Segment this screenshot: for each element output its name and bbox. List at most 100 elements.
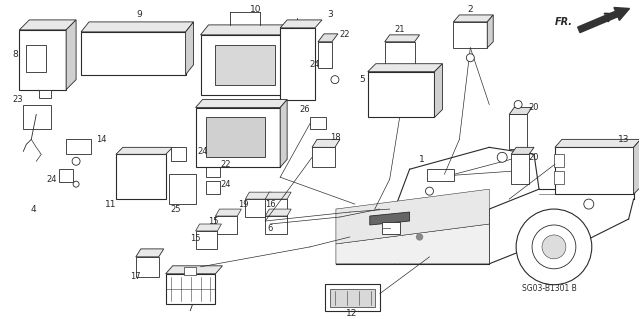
Text: 7: 7 [188, 304, 193, 313]
Polygon shape [196, 224, 221, 231]
Polygon shape [136, 249, 164, 257]
Text: 3: 3 [327, 11, 333, 19]
Text: 19: 19 [238, 200, 248, 209]
Text: 22: 22 [340, 30, 350, 39]
Circle shape [73, 181, 79, 187]
Text: SG03-B1301 B: SG03-B1301 B [522, 284, 577, 293]
Text: 20: 20 [529, 153, 540, 162]
Polygon shape [205, 117, 265, 157]
Circle shape [516, 209, 592, 285]
Polygon shape [66, 139, 91, 154]
Circle shape [467, 54, 474, 62]
Polygon shape [166, 266, 223, 274]
Polygon shape [509, 115, 527, 149]
Polygon shape [265, 192, 291, 199]
Text: 18: 18 [330, 133, 340, 142]
Polygon shape [555, 147, 634, 194]
Polygon shape [426, 169, 454, 181]
Circle shape [331, 76, 339, 84]
Polygon shape [216, 45, 275, 85]
Polygon shape [196, 108, 280, 167]
Polygon shape [116, 154, 166, 199]
Text: 10: 10 [250, 5, 261, 14]
Polygon shape [453, 22, 487, 48]
Polygon shape [205, 181, 220, 194]
Polygon shape [196, 100, 287, 108]
Polygon shape [435, 64, 442, 117]
Polygon shape [166, 274, 216, 304]
Polygon shape [336, 224, 489, 264]
Text: 24: 24 [310, 60, 320, 69]
Polygon shape [385, 35, 420, 42]
Polygon shape [265, 209, 291, 216]
Polygon shape [216, 216, 237, 234]
Polygon shape [453, 15, 493, 22]
Polygon shape [312, 139, 340, 147]
Text: 24: 24 [197, 147, 208, 156]
Polygon shape [368, 72, 435, 117]
Text: 8: 8 [13, 50, 18, 59]
Text: 11: 11 [105, 200, 116, 209]
Polygon shape [66, 20, 76, 90]
Text: 15: 15 [208, 217, 219, 226]
Polygon shape [205, 164, 220, 177]
Polygon shape [487, 15, 493, 48]
Polygon shape [171, 147, 186, 161]
Polygon shape [312, 147, 335, 167]
Polygon shape [511, 147, 534, 154]
Circle shape [72, 157, 80, 165]
Text: 12: 12 [346, 309, 358, 318]
Polygon shape [318, 34, 338, 42]
Text: 23: 23 [12, 95, 22, 104]
Polygon shape [136, 257, 159, 277]
Text: 24: 24 [46, 175, 56, 184]
Polygon shape [23, 105, 51, 130]
Polygon shape [186, 22, 193, 75]
Polygon shape [634, 139, 640, 194]
Circle shape [426, 187, 433, 195]
Polygon shape [310, 117, 326, 130]
Polygon shape [285, 25, 293, 94]
Polygon shape [368, 64, 442, 72]
Polygon shape [245, 199, 268, 217]
Bar [381, 222, 399, 234]
Polygon shape [393, 68, 402, 76]
Polygon shape [169, 174, 196, 204]
Text: 16: 16 [265, 200, 276, 209]
Text: 4: 4 [31, 204, 36, 213]
Polygon shape [245, 192, 271, 199]
FancyArrow shape [578, 8, 630, 33]
Polygon shape [265, 216, 287, 234]
Text: 13: 13 [618, 135, 629, 144]
Text: 6: 6 [268, 225, 273, 234]
Text: 1: 1 [419, 155, 424, 164]
Circle shape [542, 235, 566, 259]
Text: 20: 20 [529, 103, 540, 112]
Polygon shape [59, 169, 73, 182]
Polygon shape [555, 139, 640, 147]
Polygon shape [19, 30, 66, 90]
Text: 25: 25 [170, 204, 181, 213]
Polygon shape [280, 100, 287, 167]
Polygon shape [509, 108, 532, 115]
Text: 14: 14 [96, 135, 106, 144]
Polygon shape [554, 154, 564, 167]
Circle shape [497, 152, 507, 162]
Polygon shape [265, 199, 287, 217]
Polygon shape [370, 212, 410, 225]
Text: 24: 24 [220, 180, 230, 189]
Circle shape [532, 225, 576, 269]
Circle shape [417, 234, 422, 240]
Text: 15: 15 [190, 234, 201, 243]
Polygon shape [554, 171, 564, 184]
Polygon shape [216, 209, 241, 216]
Polygon shape [336, 189, 489, 244]
Polygon shape [200, 25, 293, 35]
Polygon shape [280, 20, 322, 28]
Text: FR.: FR. [555, 17, 573, 27]
Polygon shape [26, 45, 46, 72]
Polygon shape [325, 284, 380, 311]
Text: 22: 22 [220, 160, 230, 169]
Text: 9: 9 [136, 11, 141, 19]
Polygon shape [292, 60, 305, 80]
